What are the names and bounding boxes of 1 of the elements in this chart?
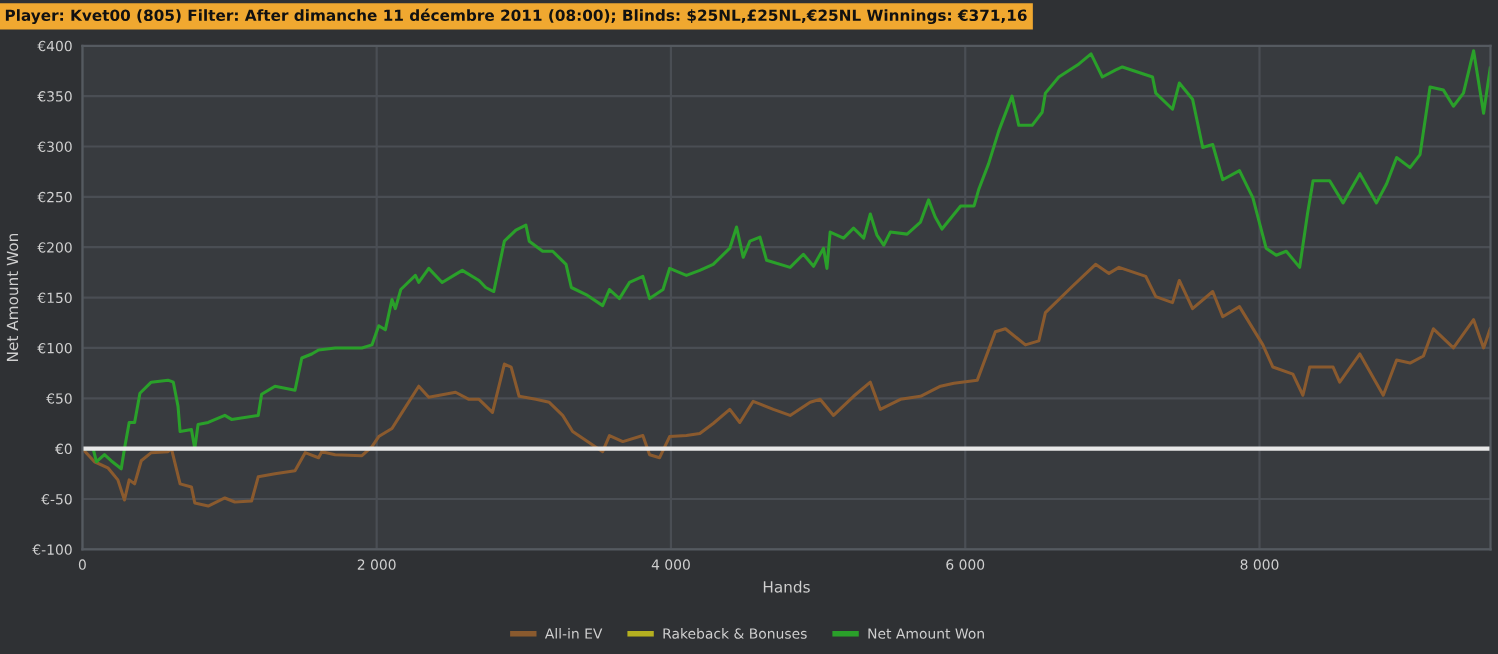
line-series [82, 262, 1491, 508]
